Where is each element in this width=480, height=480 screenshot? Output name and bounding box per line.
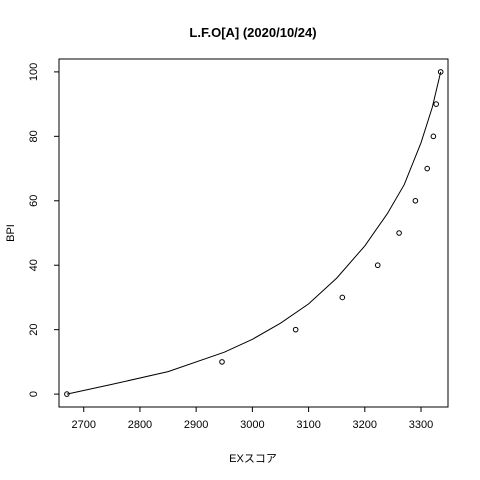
data-point — [433, 101, 439, 107]
x-tick-label: 2900 — [184, 419, 208, 431]
x-axis: 2700 2800 2900 3000 3100 3200 3300 — [71, 407, 433, 431]
data-point — [64, 391, 70, 397]
data-point — [219, 359, 225, 365]
data-point — [430, 133, 437, 140]
fit-curve — [66, 71, 442, 395]
data-points — [64, 69, 444, 397]
data-point — [339, 294, 346, 301]
x-tick-label: 3000 — [240, 419, 264, 431]
y-tick-label: 0 — [28, 391, 40, 397]
x-tick-label: 2800 — [128, 419, 152, 431]
x-tick-label: 2700 — [71, 419, 95, 431]
y-axis-label: BPI — [5, 224, 17, 242]
y-tick-label: 100 — [28, 63, 40, 81]
x-tick-label: 3200 — [353, 419, 377, 431]
x-tick-label: 3300 — [409, 419, 433, 431]
y-axis: 0 20 40 60 80 100 — [28, 63, 59, 397]
y-tick-label: 40 — [28, 259, 40, 271]
y-tick-label: 60 — [28, 195, 40, 207]
plot-frame — [58, 58, 449, 408]
data-point — [437, 69, 444, 75]
y-tick-label: 20 — [28, 324, 40, 336]
x-tick-label: 3100 — [296, 419, 320, 431]
data-point — [412, 197, 419, 204]
data-point — [396, 230, 402, 236]
y-tick-label: 80 — [28, 130, 40, 142]
data-point — [374, 262, 381, 269]
data-point — [424, 165, 431, 172]
data-point — [292, 326, 299, 333]
x-axis-label: EXスコア — [229, 453, 277, 465]
chart-title: L.F.O[A] (2020/10/24) — [189, 25, 316, 40]
